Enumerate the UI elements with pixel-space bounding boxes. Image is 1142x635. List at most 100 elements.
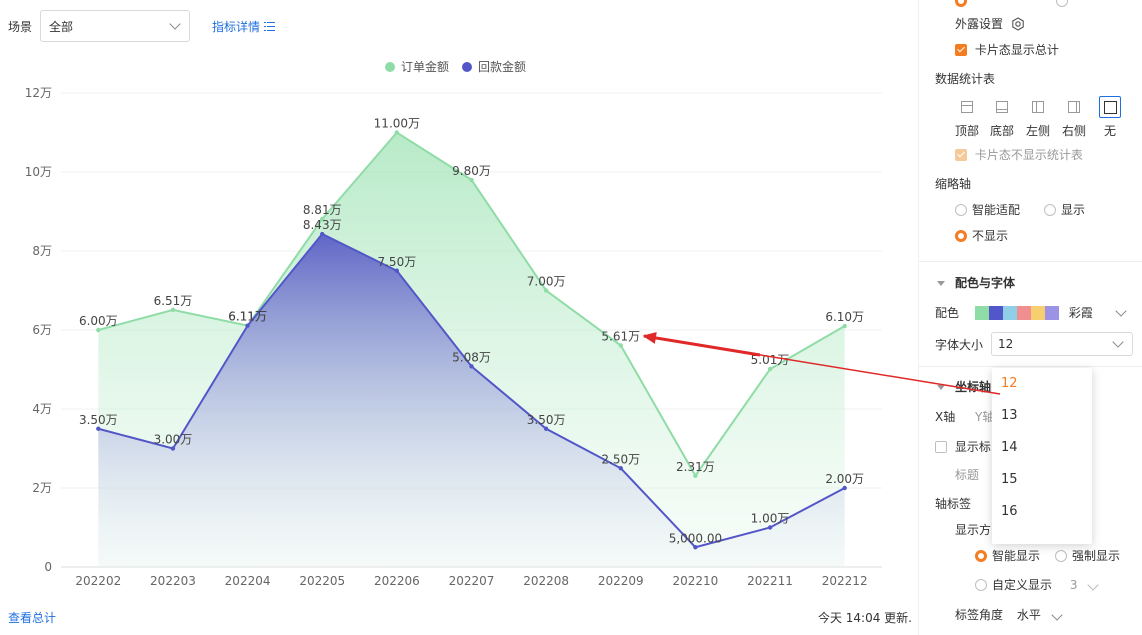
position-option-label: 底部 [989,124,1014,138]
font-size-option[interactable]: 13 [1001,408,1018,423]
view-total-link[interactable]: 查看总计 [8,611,57,625]
font-size-dropdown: 12 13 14 15 16 [992,368,1092,544]
thumb-option-label: 不显示 [972,229,1009,243]
x-tick-label: 202211 [747,574,793,588]
position-option-label: 右侧 [1061,124,1086,138]
data-label: 8.81万 [303,203,342,217]
list-icon [264,21,276,31]
palette-label: 配色 [935,306,960,320]
card-no-stats-checkbox[interactable] [955,148,967,161]
x-axis-tab[interactable]: X轴 [935,410,956,424]
data-label: 5,000.00 [669,531,722,545]
x-tick-label: 202204 [225,574,271,588]
label-option-smart[interactable]: 智能显示 [975,547,1040,564]
label-option-custom[interactable]: 自定义显示 3 [975,576,1099,593]
font-size-select[interactable]: 12 [991,332,1133,356]
data-point [320,231,325,237]
hide-radio[interactable] [1055,0,1068,7]
y-tick-label: 2万 [32,481,52,495]
palette-swatch [1017,305,1031,320]
title-input-placeholder[interactable]: 标题 [955,468,980,482]
palette-swatch [989,305,1003,320]
data-point [767,525,773,530]
settings-hex-icon[interactable] [1011,16,1025,31]
axis-section[interactable]: 坐标轴 [937,378,991,395]
y-tick-label: 8万 [32,244,52,258]
card-no-stats-row[interactable]: 卡片态不显示统计表 [955,146,1083,163]
data-point [96,426,101,431]
palette-swatch [975,305,989,320]
data-label: 2.00万 [825,472,864,486]
data-point [170,307,176,313]
metric-detail-link[interactable]: 指标详情 [212,18,276,35]
caret-down-icon [937,281,945,286]
x-tick-label: 202212 [822,574,868,588]
palette-swatch [1045,305,1059,320]
thumb-option-show[interactable]: 显示 [1044,201,1085,218]
color-font-section[interactable]: 配色与字体 [937,274,1015,291]
data-label: 2.31万 [676,460,715,474]
palette-select[interactable]: 彩霞 [975,304,1127,321]
x-tick-label: 202209 [598,574,644,588]
legend-marker [385,62,395,72]
custom-count-value[interactable]: 3 [1069,578,1078,592]
position-option-bottom[interactable]: 底部 [987,96,1017,139]
position-option-right[interactable]: 右侧 [1059,96,1089,139]
stats-table-title: 数据统计表 [935,72,996,86]
scene-select[interactable]: 全部 [40,10,191,42]
legend-marker [462,62,472,72]
data-point [469,177,474,183]
label-option-text: 强制显示 [1072,549,1121,563]
settings-panel: 外露设置 卡片态显示总计 数据统计表 顶部 底部 左侧 右侧 无 卡片态不显示统… [918,0,1142,635]
y-axis-tab[interactable]: Y轴 [975,410,995,424]
chevron-down-icon [1115,304,1127,317]
palette-name: 彩霞 [1068,306,1093,320]
x-tick-label: 202206 [374,574,420,588]
x-tick-label: 202202 [75,574,121,588]
radio-icon [955,229,967,242]
label-angle-select[interactable]: 水平 [1016,608,1041,622]
data-label: 8.43万 [303,218,342,232]
position-option-label: 左侧 [1025,124,1050,138]
label-angle-row: 标签角度 水平 [955,606,1063,623]
palette-swatch [1003,305,1017,320]
data-label: 6.10万 [825,310,864,324]
thumb-option-smart[interactable]: 智能适配 [955,201,1020,218]
card-show-total-checkbox[interactable] [955,43,967,56]
data-point [320,216,325,222]
color-font-title: 配色与字体 [955,276,1016,290]
data-label: 6.11万 [228,310,267,324]
series-area [98,234,845,567]
chevron-down-icon [169,18,181,30]
data-label: 3.50万 [527,413,566,427]
data-point [618,343,623,348]
data-point [469,364,474,369]
show-title-row[interactable]: 显示标 [935,438,991,455]
font-size-option[interactable]: 16 [1001,504,1018,519]
data-label: 7.50万 [377,255,416,269]
y-tick-label: 6万 [32,323,52,337]
data-label: 11.00万 [374,117,420,131]
data-label: 5.08万 [452,350,491,364]
show-title-checkbox[interactable] [935,440,947,453]
label-option-force[interactable]: 强制显示 [1055,547,1120,564]
data-label: 9.80万 [452,164,491,178]
data-label: 5.01万 [751,353,790,367]
font-size-option[interactable]: 12 [1001,376,1018,391]
card-show-total-label: 卡片态显示总计 [974,43,1059,57]
position-option-none[interactable]: 无 [1095,96,1125,139]
data-point [842,323,847,329]
card-show-total-row[interactable]: 卡片态显示总计 [955,41,1059,58]
data-label: 6.00万 [79,314,118,328]
toolbar: 场景 全部 指标详情 [8,10,276,42]
radio-icon [975,549,987,562]
label-option-text: 自定义显示 [992,578,1053,592]
position-option-left[interactable]: 左侧 [1023,96,1053,139]
data-point [96,327,101,333]
position-option-top[interactable]: 顶部 [952,96,982,139]
card-no-stats-label: 卡片态不显示统计表 [974,148,1083,162]
thumb-option-hide[interactable]: 不显示 [955,227,1008,244]
display-radio[interactable] [955,0,967,7]
font-size-option[interactable]: 14 [1001,440,1018,455]
font-size-option[interactable]: 15 [1001,472,1018,487]
